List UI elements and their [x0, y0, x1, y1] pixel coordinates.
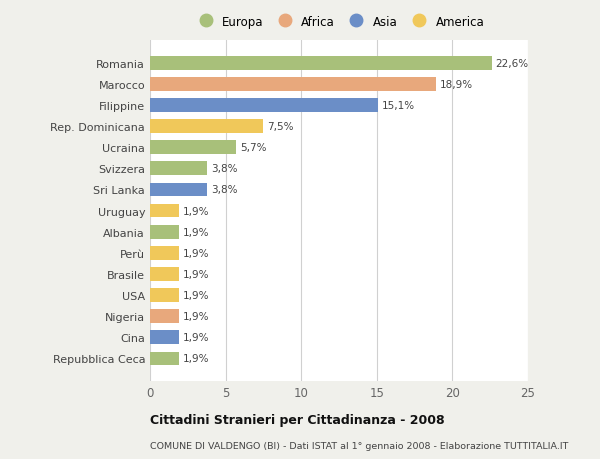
Text: 5,7%: 5,7% [240, 143, 266, 153]
Text: 18,9%: 18,9% [440, 80, 473, 90]
Text: 3,8%: 3,8% [211, 164, 238, 174]
Bar [150, 78, 436, 91]
Text: 1,9%: 1,9% [182, 206, 209, 216]
Bar [150, 99, 379, 112]
Bar [150, 310, 179, 324]
Text: 1,9%: 1,9% [182, 227, 209, 237]
Text: 1,9%: 1,9% [182, 269, 209, 280]
Bar [150, 183, 208, 197]
Bar [150, 352, 179, 365]
Text: 1,9%: 1,9% [182, 312, 209, 321]
Text: 7,5%: 7,5% [267, 122, 293, 132]
Bar [150, 57, 492, 70]
Bar [150, 162, 208, 176]
Text: 1,9%: 1,9% [182, 248, 209, 258]
Legend: Europa, Africa, Asia, America: Europa, Africa, Asia, America [191, 13, 487, 31]
Bar [150, 331, 179, 344]
Text: 1,9%: 1,9% [182, 291, 209, 301]
Text: Cittadini Stranieri per Cittadinanza - 2008: Cittadini Stranieri per Cittadinanza - 2… [150, 413, 445, 426]
Bar [150, 246, 179, 260]
Bar [150, 268, 179, 281]
Text: 1,9%: 1,9% [182, 333, 209, 342]
Bar [150, 141, 236, 155]
Text: 3,8%: 3,8% [211, 185, 238, 195]
Bar [150, 289, 179, 302]
Bar [150, 120, 263, 134]
Text: 1,9%: 1,9% [182, 354, 209, 364]
Bar [150, 204, 179, 218]
Text: COMUNE DI VALDENGO (BI) - Dati ISTAT al 1° gennaio 2008 - Elaborazione TUTTITALI: COMUNE DI VALDENGO (BI) - Dati ISTAT al … [150, 441, 568, 450]
Text: 15,1%: 15,1% [382, 101, 415, 111]
Text: 22,6%: 22,6% [496, 59, 529, 68]
Bar [150, 225, 179, 239]
